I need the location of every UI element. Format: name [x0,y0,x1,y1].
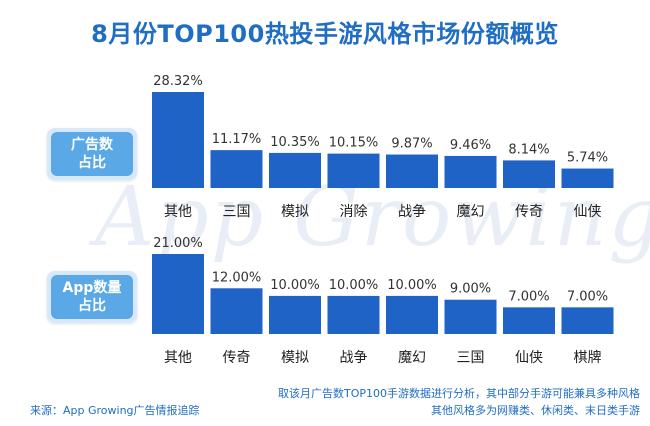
analysis-note: 取该月广告数TOP100手游数据进行分析，其中部分手游可能兼具多种风格 其他风格… [278,385,640,419]
page-title: 8月份TOP100热投手游风格市场份额概览 [91,20,559,48]
bar-0-6 [503,160,555,188]
category-label-1-4: 魔幻 [398,350,426,366]
bar-1-4 [386,295,438,334]
category-label-1-2: 模拟 [281,350,309,366]
bar-0-7 [561,168,614,188]
category-label-1-7: 棋牌 [574,349,602,366]
category-label-0-4: 战争 [398,204,426,220]
category-label-0-6: 传奇 [515,203,543,220]
bar-0-2 [269,152,321,188]
category-label-0-2: 模拟 [281,204,309,220]
data-label-1-2: 10.00% [270,278,320,293]
bar-1-1 [210,288,263,334]
data-label-0-0: 28.32% [153,74,203,89]
data-label-0-5: 9.46% [450,138,491,153]
bar-0-0 [152,92,204,188]
badge-ad-share: 广告数 占比 [47,128,137,180]
category-label-1-3: 战争 [340,350,368,366]
bar-1-2 [269,295,321,334]
badge-app-share: App数量 占比 [47,271,137,323]
data-label-0-7: 5.74% [567,151,608,166]
category-label-0-3: 消除 [340,204,368,220]
badge-app-share-line1: App数量 [62,280,122,296]
data-label-0-3: 10.15% [329,136,379,151]
data-label-1-3: 10.00% [329,278,379,293]
badge-app-share-line2: 占比 [78,298,106,314]
data-label-0-4: 9.87% [391,137,432,152]
analysis-note-line2: 其他风格多为网赚类、休闲类、末日类手游 [431,404,640,417]
bar-1-7 [561,307,614,334]
category-label-0-5: 魔幻 [457,204,485,220]
category-label-1-0: 其他 [164,350,192,366]
category-label-0-1: 三国 [223,204,251,220]
bar-1-0 [152,254,204,334]
data-label-1-0: 21.00% [153,236,203,251]
bar-1-3 [327,295,380,334]
data-label-1-7: 7.00% [567,289,608,304]
category-label-1-6: 仙侠 [515,350,543,366]
bar-0-5 [444,155,497,188]
category-label-0-7: 仙侠 [574,204,602,220]
badge-ad-share-line2: 占比 [78,155,106,171]
data-label-1-4: 10.00% [387,278,437,293]
analysis-note-line1: 取该月广告数TOP100手游数据进行分析，其中部分手游可能兼具多种风格 [277,387,640,400]
badge-ad-share-line1: 广告数 [71,137,113,153]
source-note: 来源：App Growing广告情报追踪 [30,404,200,417]
category-label-0-0: 其他 [164,204,192,220]
data-label-1-1: 12.00% [212,270,262,285]
data-label-0-1: 11.17% [212,132,262,147]
bar-0-4 [386,154,438,188]
bar-1-6 [503,307,555,334]
category-label-1-1: 传奇 [223,349,251,366]
category-label-1-5: 三国 [457,350,485,366]
data-label-0-6: 8.14% [508,142,549,157]
data-label-1-5: 9.00% [450,282,491,297]
data-label-1-6: 7.00% [508,289,549,304]
data-label-0-2: 10.35% [270,135,320,150]
bar-1-5 [444,299,497,334]
bar-0-1 [210,150,263,188]
bar-0-3 [327,153,380,188]
